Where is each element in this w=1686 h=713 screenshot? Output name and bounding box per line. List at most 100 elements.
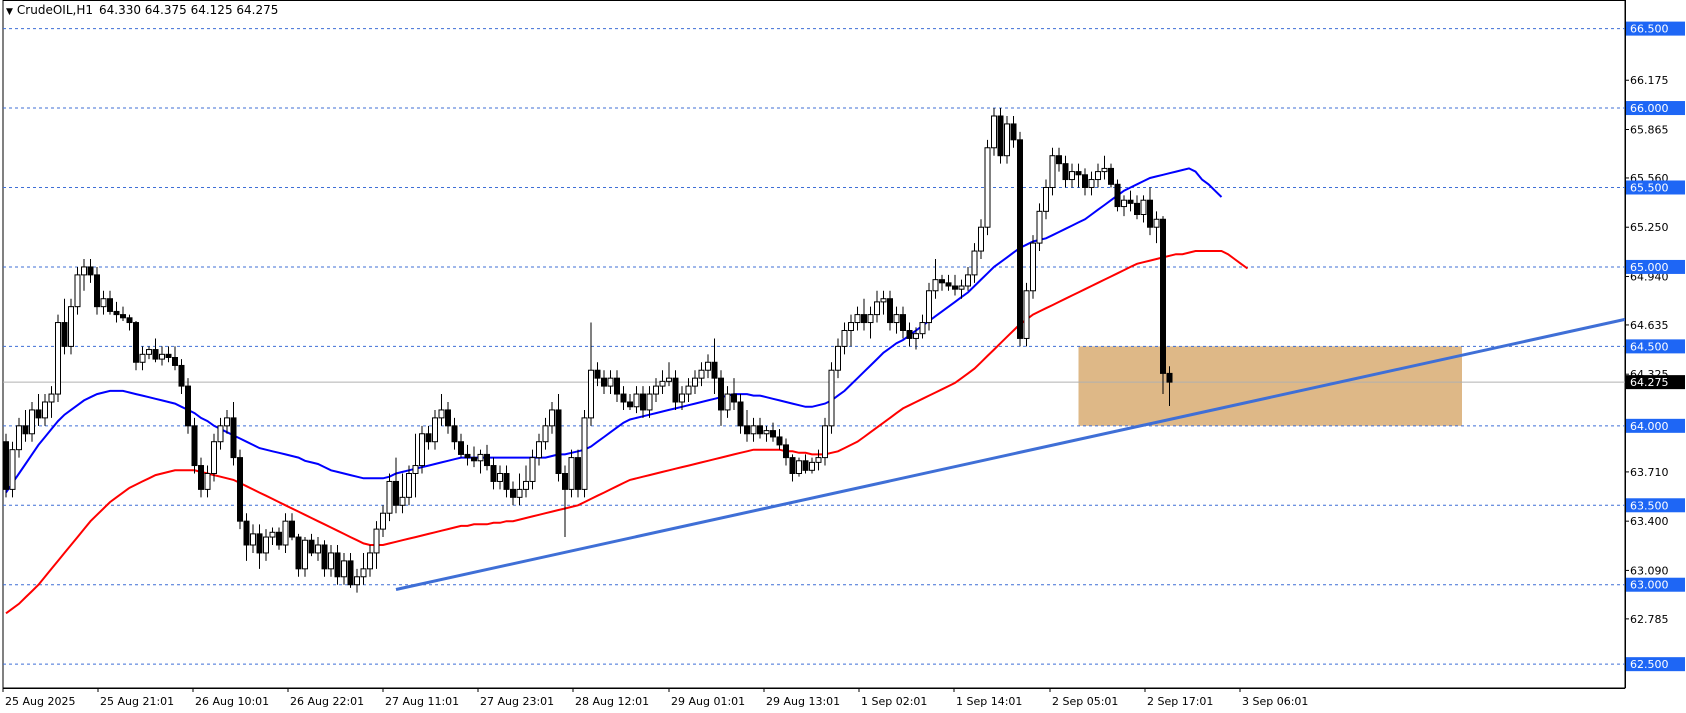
candle (646, 386, 653, 418)
candle (243, 513, 250, 561)
candle (81, 258, 87, 291)
candle (1056, 147, 1062, 172)
candle (256, 524, 263, 569)
candle (1140, 195, 1147, 223)
candle (250, 524, 256, 553)
candle-body-bull (263, 536, 269, 554)
candle-body-bear (445, 409, 451, 427)
candle-body-bear (393, 480, 399, 506)
candle-body-bear (1010, 123, 1017, 141)
candle-body-bear (731, 393, 737, 403)
candle (302, 537, 308, 577)
candle (360, 552, 367, 585)
x-tick-label: 28 Aug 12:01 (575, 695, 649, 708)
candle (386, 473, 393, 522)
candle-body-bear (614, 377, 620, 395)
candle-body-bull (1088, 179, 1095, 188)
x-tick-label: 2 Sep 17:01 (1147, 695, 1213, 708)
candle (477, 449, 484, 474)
candle-body-bull (848, 322, 854, 331)
candle-body-bear (126, 317, 133, 324)
candle (308, 533, 315, 557)
candle-body-bear (237, 457, 243, 522)
candle (458, 433, 464, 458)
y-tick-label: 65.250 (1630, 221, 1669, 234)
y-tick-label: 66.175 (1630, 74, 1669, 87)
candle-body-bear (776, 436, 783, 446)
candle (880, 290, 887, 315)
candle (100, 290, 107, 315)
candle-body-bull (354, 576, 360, 586)
candle-body-bear (906, 329, 913, 339)
candle (802, 454, 809, 474)
candle-body-bear (737, 401, 744, 427)
candle (653, 378, 659, 402)
candle (614, 370, 620, 402)
candle-body-bull (932, 279, 939, 292)
candle (737, 394, 744, 434)
candle-body-bull (1004, 123, 1010, 157)
candle (107, 290, 113, 315)
candle (178, 359, 185, 395)
candle (724, 386, 731, 418)
candle (1127, 190, 1134, 212)
candle-body-bear (295, 536, 302, 570)
candle (607, 370, 614, 395)
candle (1017, 131, 1023, 347)
dropdown-triangle-icon[interactable]: ▼ (6, 7, 13, 17)
candle-body-bull (1049, 155, 1056, 188)
candle-body-bear (900, 314, 906, 331)
candle-body-bull (685, 385, 692, 395)
candle (1121, 195, 1127, 217)
candle (120, 306, 126, 321)
candle-body-bear (627, 401, 633, 408)
candle (133, 320, 139, 371)
level-label-box (1626, 498, 1685, 513)
candle-body-bull (217, 425, 224, 443)
candle (146, 346, 152, 360)
candle-body-bull (412, 465, 419, 474)
level-label-box (1626, 259, 1685, 274)
candle-body-bear (1017, 139, 1023, 339)
level-label: 62.500 (1630, 658, 1669, 671)
candle-body-bear (191, 425, 198, 467)
candle (757, 417, 763, 439)
candle (510, 481, 516, 506)
x-tick-label: 25 Aug 21:01 (100, 695, 174, 708)
level-label-box (1626, 339, 1685, 354)
candle-body-bear (484, 453, 490, 467)
candle (776, 429, 783, 450)
candle-body-bear (308, 539, 315, 554)
symbol-label: CrudeOIL,H1 (16, 3, 93, 17)
candle (536, 433, 542, 466)
candle-body-bear (1160, 218, 1166, 374)
candle (334, 544, 341, 585)
candle-body-bear (256, 533, 263, 554)
candle-body-bull (867, 314, 874, 324)
candle (958, 279, 965, 299)
candle (841, 322, 848, 355)
candle (926, 282, 932, 331)
candle (48, 386, 55, 418)
candle (61, 298, 68, 355)
price-axis: 66.17565.86565.56065.25064.94064.63564.3… (1625, 0, 1686, 688)
candle (126, 314, 133, 331)
candle (1036, 203, 1043, 252)
level-label-box (1626, 577, 1685, 592)
candle (789, 454, 796, 482)
candle-body-bear (178, 364, 185, 387)
candle-body-bear (1166, 372, 1173, 383)
candle-body-bull (1153, 218, 1160, 228)
candle-body-bull (1030, 242, 1036, 292)
candle (997, 108, 1004, 164)
candle-body-bull (893, 314, 900, 324)
candle-body-bull (224, 417, 230, 427)
candle (321, 540, 328, 577)
candle-body-bear (94, 274, 100, 308)
candle (822, 417, 828, 466)
candle (744, 409, 750, 442)
x-tick-label: 3 Sep 06:01 (1242, 695, 1308, 708)
candle-body-bear (997, 115, 1004, 157)
x-tick-label: 26 Aug 22:01 (290, 695, 364, 708)
